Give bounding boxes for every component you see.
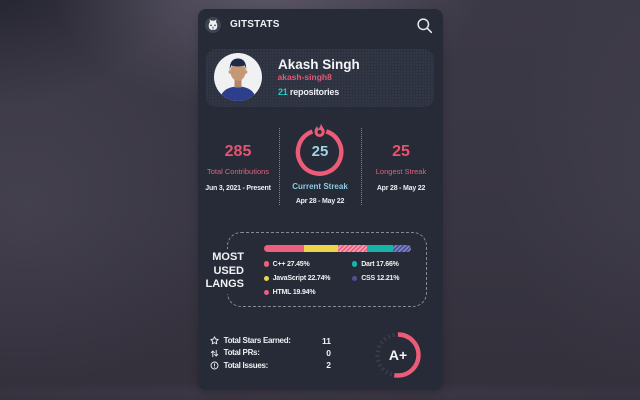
svg-text:A+: A+ — [389, 347, 407, 363]
